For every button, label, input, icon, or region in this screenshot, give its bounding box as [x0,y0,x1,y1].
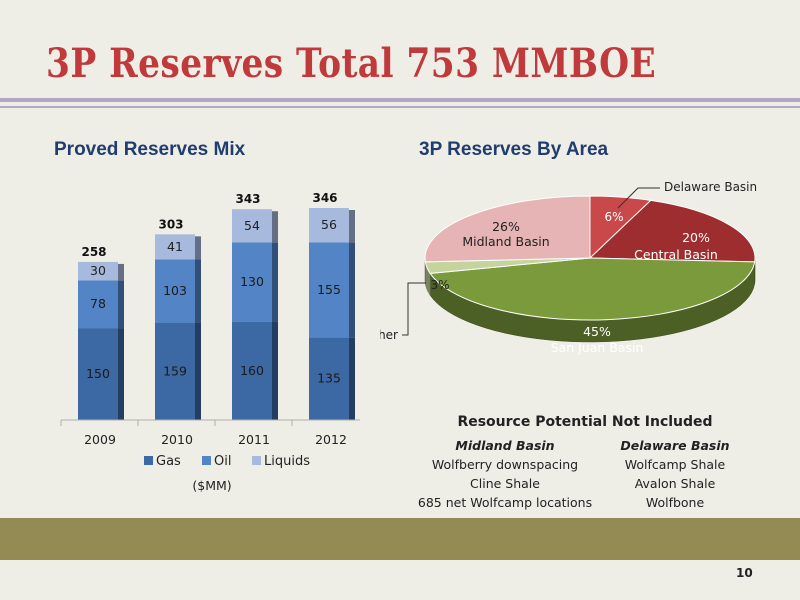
bar-segment-side [272,242,278,322]
legend-swatch-gas [144,456,153,465]
bar-segment-liquids [309,208,349,243]
pie-leader-line [402,282,426,336]
bar-value-label: 135 [317,371,341,386]
bar-total-label: 303 [158,217,183,231]
bar-value-label: 56 [321,217,337,232]
bar-value-label: 41 [167,239,183,254]
title-rule-thin [0,106,800,108]
bar-segment-gas [155,322,195,420]
bar-segment-side [272,321,278,420]
bar-segment-liquids [232,209,272,243]
footer-band [0,518,800,560]
pie-name-label: San Juan Basin [551,340,644,355]
pie-pct-label: 26% [492,219,520,234]
bar-segment-side [118,263,124,281]
pie-slice-san-juan-basin [429,257,756,321]
bar-total-label: 258 [81,245,106,259]
pie-name-label: Central Basin [634,247,718,262]
x-tick-label: 2010 [161,432,193,447]
bar-segment-side [118,328,124,420]
proved-reserves-title: Proved Reserves Mix [54,139,246,160]
bar-value-label: 130 [240,274,264,289]
bar-segment-side [118,280,124,329]
bar-segment-oil [232,242,272,322]
delaware-item: Wolfcamp Shale [624,457,726,472]
legend-swatch-liquids [252,456,261,465]
legend-swatch-oil [202,456,211,465]
unit-note: ($MM) [192,478,231,493]
pie-slice-central-basin [588,199,756,263]
page-number: 10 [736,566,753,580]
bar-segment-side [349,210,355,243]
pie-leader-line [617,187,660,209]
pie-name-label: Delaware Basin [664,180,757,194]
title-rule-thick [0,98,800,102]
bar-segment-oil [309,242,349,338]
pie-pct-label: 6% [604,210,623,224]
reserves-by-area-pie-chart: 6% Delaware Basin 20% Central Basin 45%San J… [380,180,757,355]
legend-label-oil: Oil [214,454,231,469]
bar-value-label: 160 [240,363,264,378]
reserves-by-area-title: 3P Reserves By Area [419,139,609,160]
delaware-item: Wolfbone [645,495,705,510]
bar-segment-side [195,259,201,323]
bar-segment-side [195,236,201,260]
pie-name-label: Other [380,328,398,342]
bar-value-label: 54 [244,218,260,233]
pie-name-label: Midland Basin [462,234,549,249]
delaware-basin-heading: Delaware Basin [620,438,730,453]
bar-segment-liquids [155,234,195,260]
midland-basin-column: Midland Basin Wolfberry downspacing Clin… [410,436,600,512]
bar-segment-side [349,242,355,338]
bar-value-label: 150 [86,366,110,381]
proved-reserves-bar-chart: 150 78 30 258 159 103 41 303 160 130 54 343 135 155 56… [60,191,360,493]
resource-potential-title: Resource Potential Not Included [457,414,713,430]
x-tick-label: 2011 [238,432,270,447]
x-tick-label: 2009 [84,432,116,447]
delaware-basin-column: Delaware Basin Wolfcamp Shale Avalon Sha… [595,436,755,512]
bar-segment-gas [309,337,349,420]
bar-segment-side [195,322,201,420]
slide-title: 3P Reserves Total 753 MMBOE [46,40,657,87]
pie-pct-label: 45% [583,324,611,339]
x-tick-label: 2012 [315,432,347,447]
bar-value-label: 155 [317,282,341,297]
delaware-item: Avalon Shale [634,476,716,491]
legend-label-liquids: Liquids [264,454,310,469]
pie-pct-label: 3% [430,278,449,292]
midland-item: Cline Shale [470,476,540,491]
midland-basin-heading: Midland Basin [455,438,555,453]
bar-segment-oil [155,259,195,323]
bar-segment-liquids [78,261,118,281]
bar-segment-side [349,337,355,420]
bar-segment-side [272,211,278,243]
midland-item: 685 net Wolfcamp locations [417,495,593,510]
bar-value-label: 103 [163,283,187,298]
bar-total-label: 343 [235,192,260,206]
pie-pct-label: 20% [682,230,710,245]
bar-value-label: 78 [90,296,106,311]
bar-segment-oil [78,280,118,329]
bar-value-label: 30 [90,263,106,278]
midland-item: Wolfberry downspacing [431,457,579,472]
bar-segment-gas [78,328,118,420]
pie-slice-midland-basin [424,195,591,263]
bar-value-label: 159 [163,363,187,378]
legend-label-gas: Gas [156,454,181,469]
bar-segment-gas [232,321,272,420]
bar-total-label: 346 [312,191,337,205]
